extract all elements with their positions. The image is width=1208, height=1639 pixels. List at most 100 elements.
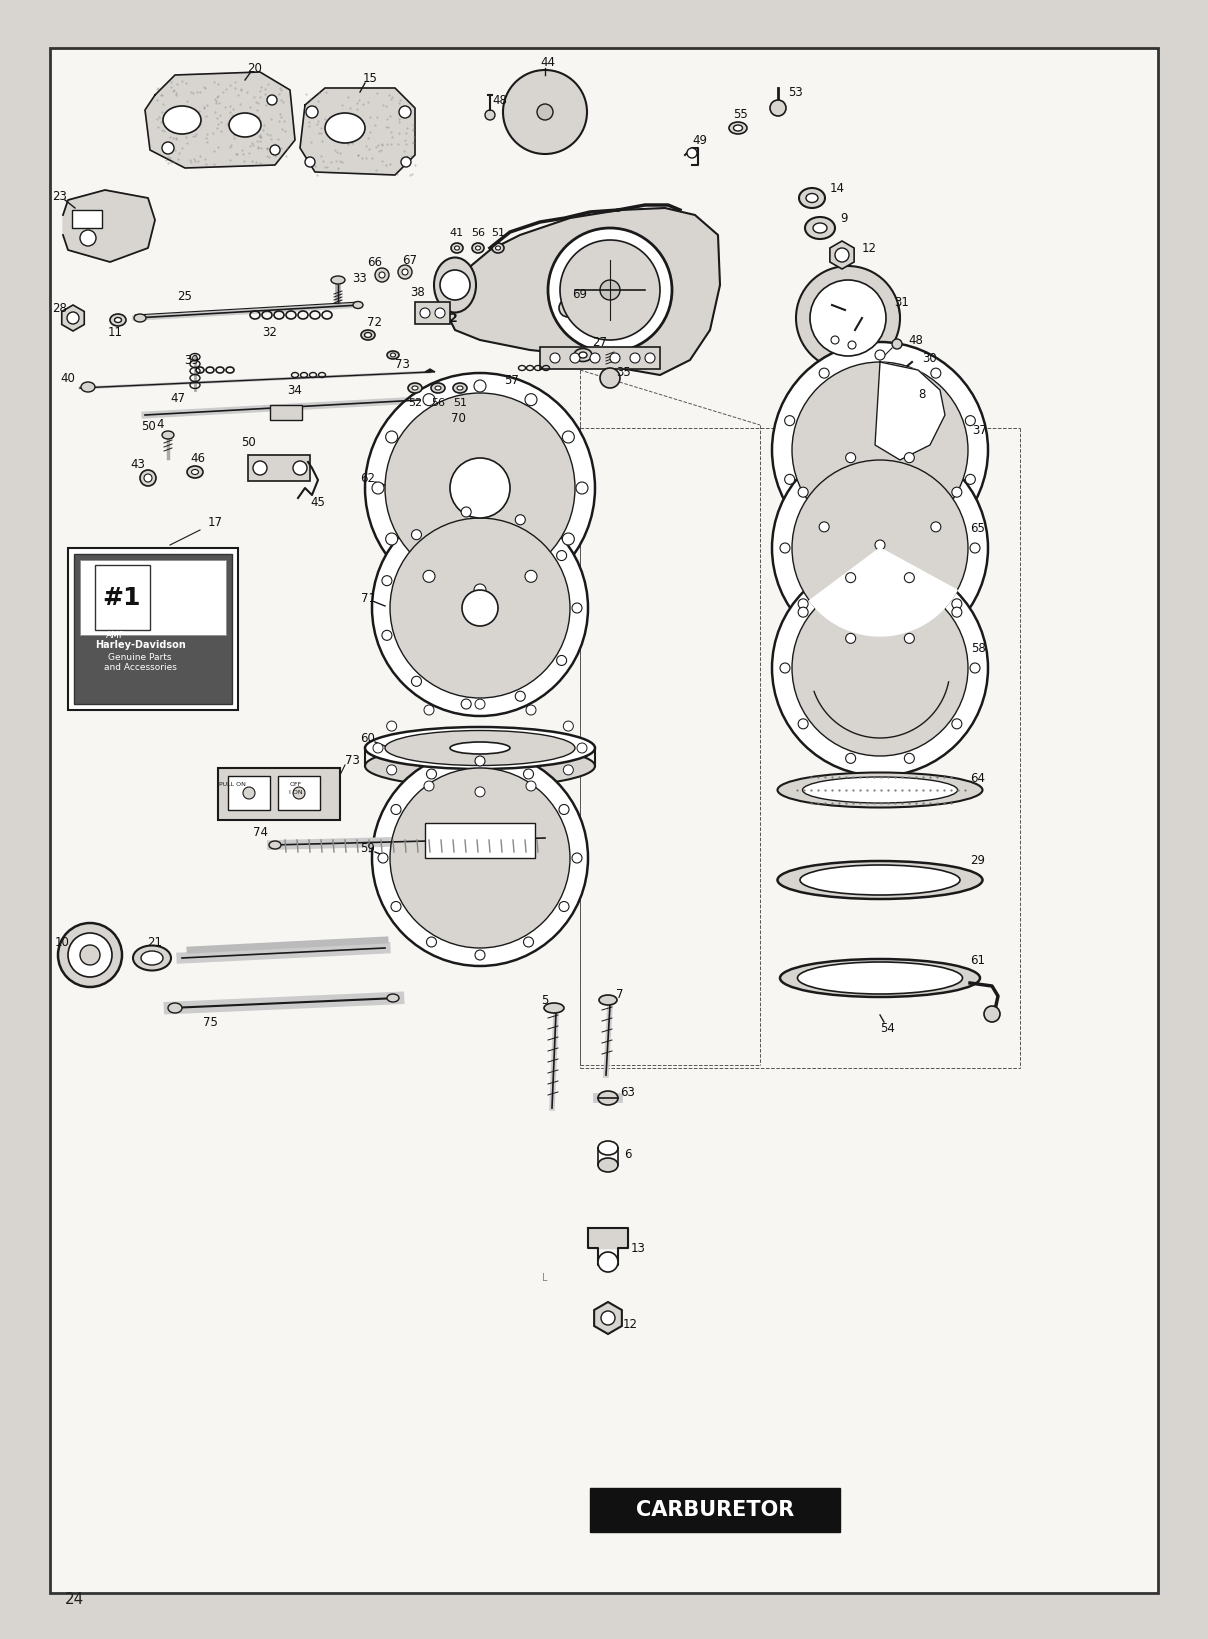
Circle shape — [144, 474, 152, 482]
Circle shape — [440, 270, 470, 300]
Circle shape — [516, 515, 525, 524]
Ellipse shape — [492, 243, 504, 252]
Text: 55: 55 — [732, 108, 748, 121]
Circle shape — [387, 721, 396, 731]
Circle shape — [905, 754, 914, 764]
Ellipse shape — [495, 246, 500, 251]
Circle shape — [402, 269, 408, 275]
Text: 38: 38 — [411, 285, 425, 298]
Text: 65: 65 — [970, 521, 986, 534]
Circle shape — [573, 852, 582, 864]
Text: 15: 15 — [362, 72, 377, 85]
Text: 23: 23 — [53, 190, 68, 203]
Text: 4: 4 — [156, 418, 164, 431]
Circle shape — [271, 144, 280, 156]
Text: 50: 50 — [240, 436, 255, 449]
Circle shape — [561, 239, 660, 339]
Text: 75: 75 — [203, 1016, 217, 1029]
Text: 7: 7 — [616, 988, 623, 1001]
Circle shape — [563, 765, 574, 775]
Ellipse shape — [778, 860, 982, 900]
Text: 13: 13 — [631, 1241, 645, 1254]
Ellipse shape — [780, 959, 980, 997]
Ellipse shape — [453, 384, 467, 393]
Ellipse shape — [115, 318, 122, 323]
Circle shape — [399, 107, 411, 118]
Polygon shape — [145, 72, 295, 169]
Circle shape — [525, 705, 536, 715]
Text: CARBURETOR: CARBURETOR — [635, 1500, 794, 1519]
Circle shape — [785, 416, 795, 426]
Ellipse shape — [574, 349, 592, 362]
Text: 5: 5 — [541, 993, 548, 1006]
Text: 12: 12 — [622, 1318, 638, 1331]
Circle shape — [602, 1311, 615, 1324]
Circle shape — [846, 452, 855, 462]
Circle shape — [772, 561, 988, 775]
Circle shape — [792, 362, 968, 538]
Circle shape — [798, 606, 808, 618]
Text: PULL ON: PULL ON — [219, 782, 245, 787]
Circle shape — [538, 103, 553, 120]
Circle shape — [905, 572, 914, 582]
Ellipse shape — [802, 777, 958, 803]
Text: 37: 37 — [972, 423, 987, 436]
Circle shape — [66, 311, 79, 325]
Circle shape — [600, 280, 620, 300]
Circle shape — [80, 946, 100, 965]
Circle shape — [523, 769, 534, 779]
Ellipse shape — [387, 993, 399, 1001]
Circle shape — [382, 631, 391, 641]
Bar — [425, 823, 535, 857]
Circle shape — [474, 380, 486, 392]
Circle shape — [970, 543, 980, 552]
Ellipse shape — [134, 315, 146, 321]
Text: 51: 51 — [490, 228, 505, 238]
Polygon shape — [445, 208, 720, 375]
Text: 54: 54 — [881, 1021, 895, 1034]
Circle shape — [391, 901, 401, 911]
Ellipse shape — [599, 995, 617, 1005]
Bar — [80, 561, 226, 634]
Circle shape — [970, 664, 980, 674]
Text: I ON: I ON — [289, 790, 303, 795]
Circle shape — [401, 157, 411, 167]
Circle shape — [835, 247, 849, 262]
Circle shape — [792, 580, 968, 756]
Circle shape — [267, 95, 277, 105]
Circle shape — [243, 787, 255, 798]
Text: 61: 61 — [970, 954, 986, 967]
Circle shape — [503, 70, 587, 154]
Bar — [278, 775, 320, 810]
Ellipse shape — [451, 243, 463, 252]
Ellipse shape — [162, 431, 174, 439]
Text: 25: 25 — [178, 290, 192, 303]
Text: and Accessories: and Accessories — [104, 664, 176, 672]
Ellipse shape — [431, 384, 445, 393]
Ellipse shape — [454, 246, 459, 251]
Circle shape — [798, 487, 808, 497]
Text: 58: 58 — [970, 641, 986, 654]
Text: 57: 57 — [505, 374, 519, 387]
Ellipse shape — [110, 315, 126, 326]
Bar — [228, 775, 271, 810]
Circle shape — [570, 352, 580, 362]
Circle shape — [461, 506, 471, 516]
Ellipse shape — [805, 216, 835, 239]
Circle shape — [80, 229, 95, 246]
Circle shape — [848, 341, 856, 349]
Text: 73: 73 — [395, 359, 410, 372]
Text: 17: 17 — [208, 516, 222, 529]
Circle shape — [573, 603, 582, 613]
Text: Harley-Davidson: Harley-Davidson — [94, 639, 185, 651]
Ellipse shape — [163, 107, 201, 134]
Ellipse shape — [797, 962, 963, 993]
Text: 33: 33 — [352, 272, 367, 285]
Circle shape — [525, 782, 536, 792]
Text: 73: 73 — [344, 754, 360, 767]
Bar — [68, 547, 238, 710]
Polygon shape — [588, 1228, 628, 1247]
Circle shape — [798, 720, 808, 729]
Circle shape — [252, 461, 267, 475]
Bar — [248, 456, 310, 480]
